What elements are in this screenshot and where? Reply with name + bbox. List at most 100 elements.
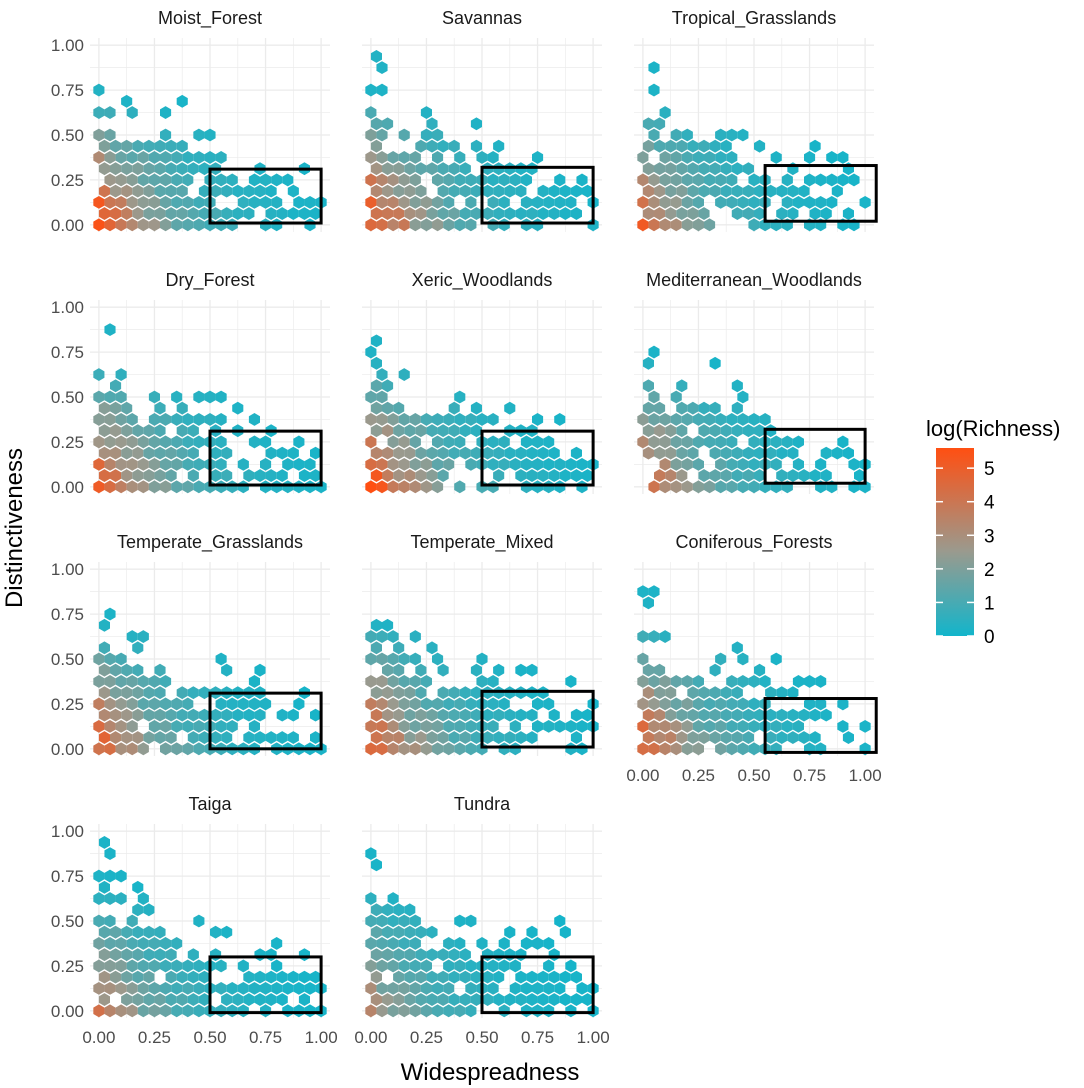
hexbin (387, 1004, 399, 1018)
hexbin (487, 151, 499, 164)
hexbin (193, 413, 205, 426)
hexbin (104, 742, 116, 756)
hexbin (420, 697, 432, 711)
highlight-box (208, 955, 323, 1015)
hexbin (215, 413, 227, 426)
hexbin (787, 469, 799, 482)
hexbin (237, 981, 249, 995)
hexbin (654, 162, 666, 176)
hexbin (215, 480, 227, 494)
hexbin (420, 106, 432, 119)
hexbin (742, 207, 754, 220)
hexbin (532, 151, 544, 164)
hexbin (171, 937, 183, 950)
hexbin (376, 937, 388, 950)
hexbin (520, 435, 532, 449)
hexbin (382, 184, 394, 198)
hexbin (459, 446, 471, 460)
hexbin (404, 686, 416, 700)
hexbin (160, 697, 172, 711)
hexbin (770, 719, 782, 733)
hexbin (420, 719, 432, 733)
hexbin (115, 869, 127, 883)
hexbin (470, 731, 482, 744)
hexbin (365, 652, 377, 666)
hexbin (176, 184, 188, 198)
hexbin (365, 390, 377, 404)
hexbin (215, 697, 227, 711)
hexbin (187, 446, 199, 460)
hexbin (493, 731, 505, 744)
hexbin (787, 686, 799, 700)
y-tick-label: 0.75 (51, 81, 84, 100)
hexbin (670, 697, 682, 711)
hexbin (637, 719, 649, 733)
hexbin (193, 128, 205, 142)
hexbin (160, 457, 172, 471)
hexbin (376, 742, 388, 756)
hexbin (420, 981, 432, 995)
hexbin (115, 173, 127, 187)
hexbin (454, 719, 466, 733)
hexbin (393, 184, 405, 198)
hexbin (160, 480, 172, 494)
hexbin (437, 469, 449, 482)
hexbin (176, 446, 188, 460)
hexbin (676, 446, 688, 460)
hexbin (537, 207, 549, 220)
hexbin (582, 184, 594, 198)
hexbin (221, 708, 233, 722)
facet-panels: Moist_Forest 0.00 0.25 0.50 0.75 1.00 Savannas… (51, 8, 882, 1047)
hexbin (681, 413, 693, 426)
hexbin (154, 401, 166, 415)
hexbin (243, 184, 255, 198)
hexbin (576, 480, 588, 494)
hexbin (393, 708, 405, 722)
hexbin (648, 697, 660, 711)
hexbin (409, 435, 421, 449)
hexbin (98, 708, 110, 722)
hexbin (426, 424, 438, 438)
hexbin (104, 697, 116, 711)
hexbin (726, 457, 738, 471)
hexbin (137, 218, 149, 232)
hexbin (443, 981, 455, 995)
hexbin (115, 1004, 127, 1018)
hexbin (98, 686, 110, 700)
y-tick-label: 0.50 (51, 126, 84, 145)
x-tick-label: 0.00 (354, 1028, 387, 1047)
hexbin (226, 981, 238, 995)
hexbin (370, 970, 382, 984)
facet-title: Dry_Forest (165, 270, 254, 291)
hexbin (826, 151, 838, 164)
hexbin (98, 880, 110, 894)
hexbin (160, 173, 172, 187)
hexbin (515, 663, 527, 677)
hexbin (160, 195, 172, 209)
hexbin (104, 457, 116, 471)
y-tick-label: 0.50 (51, 388, 84, 407)
hexbin (715, 151, 727, 164)
hexbin (670, 719, 682, 733)
hexbin (698, 469, 710, 482)
hexbin (487, 981, 499, 995)
hexbin (260, 435, 272, 449)
hexbin (559, 993, 571, 1006)
hexbin (137, 173, 149, 187)
hexbin (104, 128, 116, 142)
hexbin (720, 469, 732, 482)
hexbin (193, 1004, 205, 1018)
hexbin (765, 686, 777, 700)
hexbin (515, 446, 527, 460)
hexbin (398, 480, 410, 494)
hexbin (398, 675, 410, 688)
hexbin (370, 686, 382, 700)
hexbin (842, 446, 854, 460)
hexbin (204, 151, 216, 164)
hexbin (409, 652, 421, 666)
y-tick-label: 0.25 (51, 171, 84, 190)
hexbin (132, 446, 144, 460)
hexbin (143, 731, 155, 744)
hexbin (409, 742, 421, 756)
hexbin (437, 948, 449, 962)
